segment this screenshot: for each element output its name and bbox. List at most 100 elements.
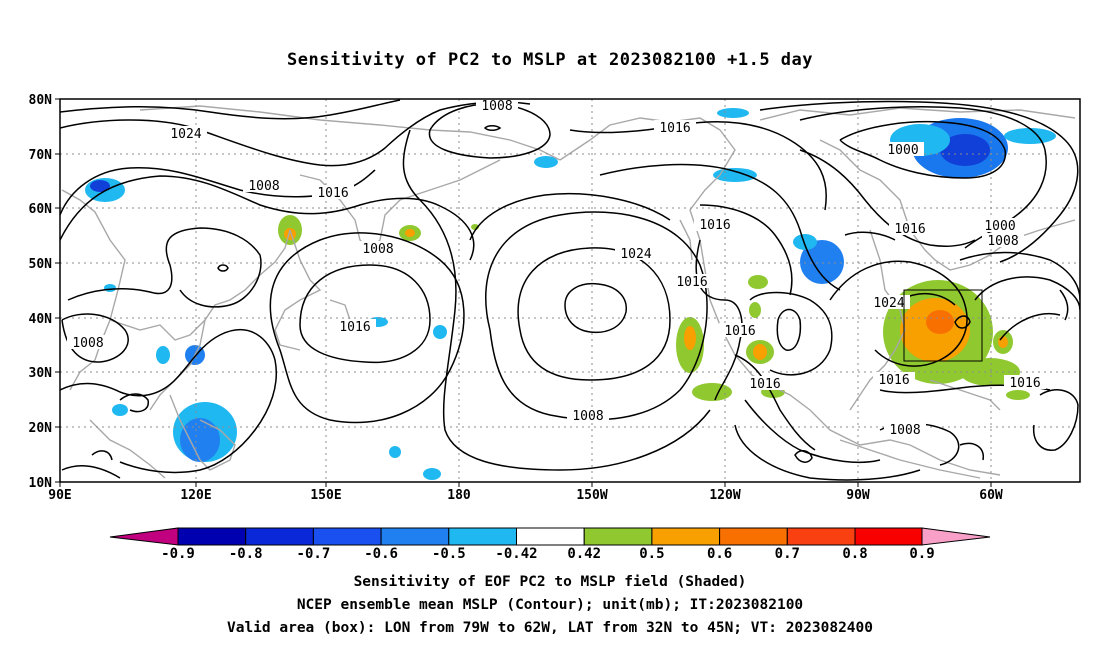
contour-label-bg bbox=[671, 274, 713, 288]
colorbar-cell bbox=[448, 527, 517, 546]
lon-label: 90E bbox=[48, 488, 71, 503]
contour-label-bg bbox=[567, 408, 609, 422]
map-title: Sensitivity of PC2 to MSLP at 2023082100… bbox=[286, 50, 813, 70]
shade-negative-area bbox=[112, 404, 128, 416]
contour-label: 1016 bbox=[749, 377, 780, 392]
lat-label: 40N bbox=[29, 312, 53, 327]
contour-labels: 1024 1008 1016 1008 1008 1016 1008 1016 1000 1016… bbox=[67, 98, 1046, 438]
colorbar-label: -0.9 bbox=[161, 546, 195, 562]
contour-label-bg bbox=[615, 246, 657, 260]
lon-label: 60W bbox=[979, 488, 1003, 503]
contour-label-bg bbox=[719, 323, 761, 337]
contour-label: 1016 bbox=[699, 218, 730, 233]
contour-label-bg bbox=[357, 241, 399, 255]
colorbar bbox=[109, 527, 991, 546]
contour-label-bg bbox=[979, 218, 1021, 232]
colorbar-cell bbox=[312, 527, 382, 546]
shade-positive-area bbox=[284, 228, 296, 240]
contour-label-bg bbox=[312, 185, 354, 199]
lat-label: 10N bbox=[29, 476, 53, 491]
contour-label-bg bbox=[889, 221, 931, 235]
shade-positive-area bbox=[748, 275, 768, 289]
valid-area-box bbox=[903, 289, 983, 362]
contour-label: 1016 bbox=[878, 373, 909, 388]
colorbar-cell bbox=[245, 527, 314, 546]
colorbar-cell bbox=[380, 527, 450, 546]
contour-label-bg bbox=[744, 376, 786, 390]
shade-negative-area bbox=[940, 134, 990, 166]
lon-label: 150E bbox=[310, 488, 341, 503]
colorbar-cell bbox=[921, 527, 991, 546]
colorbar-label: 0.5 bbox=[639, 546, 664, 562]
contour-label-bg bbox=[882, 142, 924, 156]
shade-positive-area bbox=[753, 344, 767, 360]
lat-label: 30N bbox=[29, 366, 53, 381]
sensitivity-shading bbox=[85, 108, 1056, 480]
axis-ticks bbox=[55, 98, 992, 487]
shade-positive-area bbox=[998, 336, 1008, 348]
contour-label-bg bbox=[1004, 375, 1046, 389]
shade-negative-area bbox=[713, 168, 757, 182]
colorbar-label: 0.7 bbox=[775, 546, 800, 562]
contour-label-bg bbox=[884, 422, 926, 436]
contour-label: 1016 bbox=[676, 275, 707, 290]
colorbar-cell bbox=[177, 527, 247, 546]
shade-negative-area bbox=[534, 156, 558, 168]
contour-label-bg bbox=[868, 295, 910, 309]
shade-positive-area bbox=[692, 383, 732, 401]
contour-label: 1024 bbox=[873, 296, 904, 311]
lat-label: 80N bbox=[29, 93, 53, 108]
footer-line-1: Sensitivity of EOF PC2 to MSLP field (Sh… bbox=[353, 574, 747, 590]
contour-label-bg bbox=[334, 319, 376, 333]
shade-positive-area bbox=[1006, 390, 1030, 400]
contour-label: 1024 bbox=[620, 247, 651, 262]
lon-label: 180 bbox=[447, 488, 471, 503]
shade-positive-area bbox=[749, 302, 761, 318]
colorbar-label: -0.6 bbox=[364, 546, 398, 562]
contour-label: 1000 bbox=[984, 219, 1015, 234]
contour-label-bg bbox=[67, 335, 109, 349]
shade-negative-area bbox=[800, 240, 844, 284]
lon-label: 120W bbox=[709, 488, 740, 503]
colorbar-cell bbox=[651, 527, 721, 546]
contour-label: 1024 bbox=[170, 127, 201, 142]
contour-label: 1008 bbox=[248, 179, 279, 194]
contour-label: 1008 bbox=[889, 423, 920, 438]
lat-label: 50N bbox=[29, 257, 53, 272]
contour-label: 1008 bbox=[481, 99, 512, 114]
colorbar-label: 0.42 bbox=[567, 546, 601, 562]
colorbar-cell bbox=[516, 527, 585, 546]
colorbar-label: 0.8 bbox=[842, 546, 867, 562]
shade-negative-area bbox=[793, 234, 817, 250]
colorbar-label: 0.6 bbox=[707, 546, 732, 562]
lon-label: 90W bbox=[846, 488, 870, 503]
shade-negative-area bbox=[389, 446, 401, 458]
footer-line-3: Valid area (box): LON from 79W to 62W, L… bbox=[226, 620, 873, 636]
footer-line-2: NCEP ensemble mean MSLP (Contour); unit(… bbox=[296, 597, 804, 613]
contour-label: 1008 bbox=[572, 409, 603, 424]
colorbar-cell bbox=[854, 527, 923, 546]
contour-label-bg bbox=[476, 98, 518, 112]
shade-positive-area bbox=[684, 326, 696, 350]
shade-positive-area bbox=[405, 229, 415, 237]
colorbar-cell bbox=[719, 527, 788, 546]
contour-label: 1008 bbox=[362, 242, 393, 257]
contour-label: 1016 bbox=[724, 324, 755, 339]
contour-label-bg bbox=[165, 126, 207, 140]
contour-label: 1016 bbox=[1009, 376, 1040, 391]
colorbar-label: 0.9 bbox=[909, 546, 934, 562]
contour-label: 1016 bbox=[317, 186, 348, 201]
shade-negative-area bbox=[104, 284, 116, 292]
shade-positive-area bbox=[926, 310, 954, 334]
contour-label-bg bbox=[694, 217, 736, 231]
lon-label: 150W bbox=[576, 488, 607, 503]
contour-label: 1016 bbox=[339, 320, 370, 335]
lat-label: 70N bbox=[29, 148, 53, 163]
contour-label: 1016 bbox=[659, 121, 690, 136]
contour-label-bg bbox=[982, 233, 1024, 247]
contour-label: 1008 bbox=[987, 234, 1018, 249]
shade-negative-area bbox=[180, 418, 220, 462]
shade-negative-area bbox=[423, 468, 441, 480]
contour-label: 1016 bbox=[894, 222, 925, 237]
colorbar-cell bbox=[583, 527, 653, 546]
